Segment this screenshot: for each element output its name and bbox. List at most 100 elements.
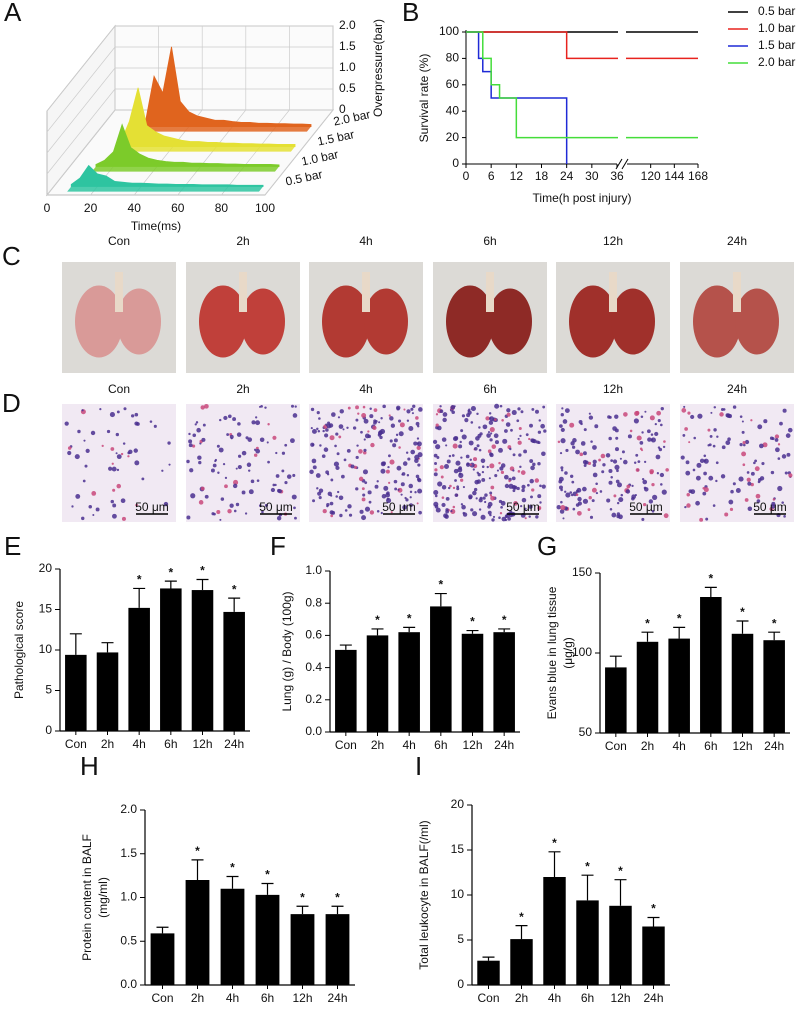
nucleus xyxy=(195,421,199,424)
error-bar xyxy=(101,642,114,653)
nucleus xyxy=(417,463,421,467)
nucleus xyxy=(446,459,451,464)
nucleus xyxy=(610,459,614,462)
nucleus xyxy=(565,507,568,510)
nucleus xyxy=(651,509,655,513)
nucleus xyxy=(418,510,422,515)
nucleus xyxy=(393,438,398,443)
nucleus xyxy=(454,479,457,482)
error-bar xyxy=(673,626,686,639)
nucleus xyxy=(747,481,752,486)
nucleus xyxy=(486,465,489,469)
scale-label: 50 μm xyxy=(135,500,169,514)
nucleus xyxy=(777,457,781,460)
nucleus xyxy=(388,454,391,458)
nucleus xyxy=(461,504,466,510)
nucleus xyxy=(115,452,118,455)
nucleus xyxy=(644,410,647,413)
scale-label: 50 μm xyxy=(753,500,787,514)
x-tick-label: 168 xyxy=(688,169,708,183)
nucleus xyxy=(464,418,469,423)
x-tick-label: 80 xyxy=(215,201,229,215)
nucleus xyxy=(322,509,327,514)
nucleus xyxy=(381,494,387,499)
bar xyxy=(609,905,632,985)
nucleus xyxy=(539,501,542,504)
nucleus xyxy=(321,454,326,459)
lung-lobe xyxy=(611,288,655,355)
significance-marker: * xyxy=(407,612,412,626)
nucleus xyxy=(355,405,359,410)
nucleus xyxy=(537,494,542,499)
nucleus xyxy=(248,469,251,472)
nucleus xyxy=(347,406,351,410)
nucleus xyxy=(754,459,757,463)
nucleus xyxy=(660,406,664,411)
z-tick-label: 1.0 xyxy=(339,60,356,74)
nucleus xyxy=(447,486,451,490)
nucleus xyxy=(770,470,775,475)
error-bar xyxy=(482,956,495,961)
nucleus xyxy=(608,468,613,473)
nucleus xyxy=(560,413,564,417)
nucleus xyxy=(656,410,662,416)
nucleus xyxy=(241,450,247,456)
nucleus xyxy=(466,413,471,418)
x-tick-label: 2h xyxy=(641,739,654,753)
y-tick-label: 0.8 xyxy=(305,595,322,609)
nucleus xyxy=(397,488,400,491)
nucleus xyxy=(560,438,566,444)
y-tick-label: 60 xyxy=(446,77,460,91)
nucleus xyxy=(235,502,240,507)
nucleus xyxy=(470,406,476,412)
error-bar xyxy=(609,655,622,668)
nucleus xyxy=(643,460,647,464)
nucleus xyxy=(502,438,508,444)
nucleus xyxy=(640,415,644,419)
nucleus xyxy=(564,490,567,493)
nucleus xyxy=(754,466,760,472)
y-tick-label: 20 xyxy=(446,130,460,144)
nucleus xyxy=(451,410,455,415)
y-tick-label: 1.0 xyxy=(305,563,322,577)
nucleus xyxy=(635,410,640,416)
nucleus xyxy=(616,512,621,516)
nucleus xyxy=(476,471,479,474)
grid-line xyxy=(46,109,333,196)
nucleus xyxy=(335,432,339,436)
nucleus xyxy=(642,502,647,507)
nucleus xyxy=(439,465,444,470)
photo-label: Con xyxy=(108,234,130,248)
nucleus xyxy=(444,514,449,519)
z-tick-label: 0 xyxy=(339,102,346,116)
photo-label: 12h xyxy=(603,234,623,248)
nucleus xyxy=(654,431,659,437)
nucleus xyxy=(406,409,411,414)
nucleus xyxy=(329,435,335,441)
nucleus xyxy=(247,437,253,442)
nucleus xyxy=(486,433,491,438)
nucleus xyxy=(487,504,491,509)
y-tick-label: 5 xyxy=(457,932,464,946)
significance-marker: * xyxy=(265,868,270,882)
nucleus xyxy=(682,434,686,437)
y-tick-label: 0 xyxy=(452,156,459,170)
nucleus xyxy=(85,448,90,453)
nucleus xyxy=(109,412,115,418)
nucleus xyxy=(110,499,114,504)
nucleus xyxy=(641,517,645,521)
y-tick-label: 15 xyxy=(39,602,53,616)
nucleus xyxy=(284,481,288,485)
z-tick-label: 2.0 xyxy=(339,18,356,32)
nucleus xyxy=(472,490,477,496)
nucleus xyxy=(615,479,620,484)
nucleus xyxy=(498,461,501,465)
nucleus xyxy=(478,448,482,452)
nucleus xyxy=(346,426,349,429)
nucleus xyxy=(401,472,406,476)
nucleus xyxy=(310,407,315,412)
nucleus xyxy=(534,478,540,483)
nucleus xyxy=(487,431,491,434)
nucleus xyxy=(623,412,628,417)
